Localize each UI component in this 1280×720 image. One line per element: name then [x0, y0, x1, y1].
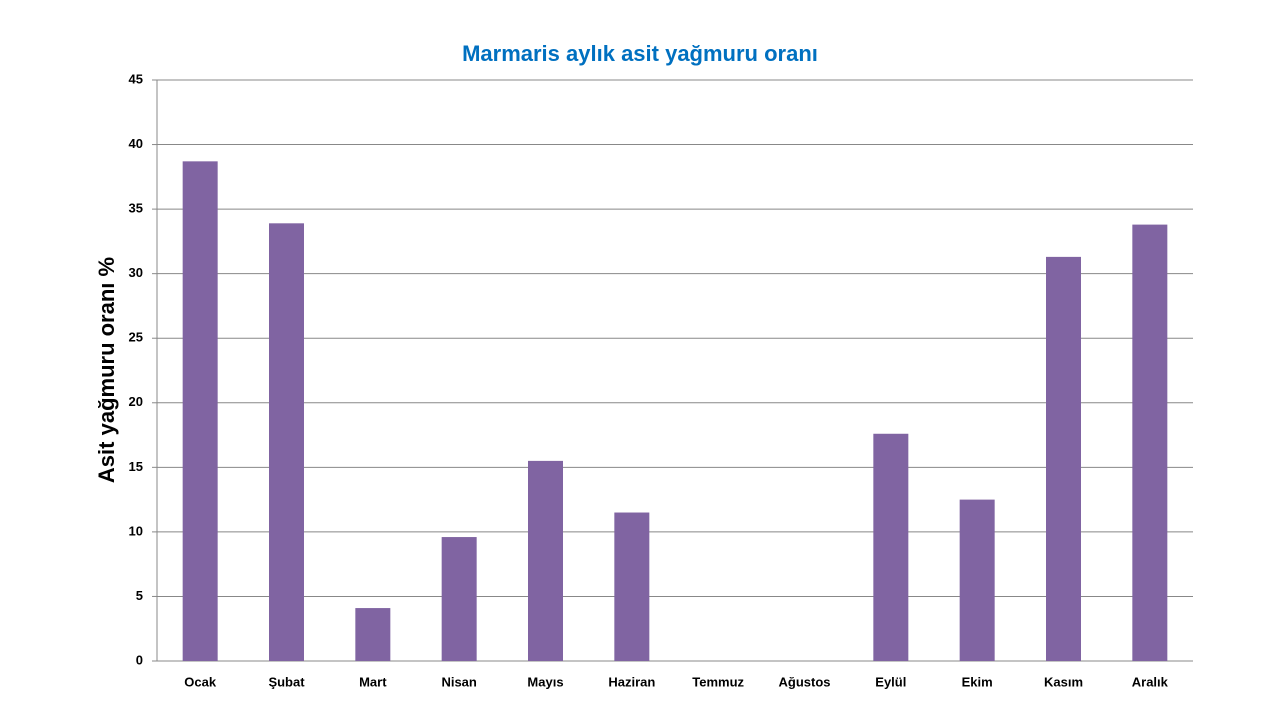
x-tick-label: Nisan	[441, 674, 476, 689]
x-tick-label: Temmuz	[692, 674, 744, 689]
bar	[614, 512, 650, 661]
y-tick-label: 15	[129, 459, 143, 474]
y-tick-label: 0	[136, 652, 143, 667]
x-tick-label: Ekim	[962, 674, 993, 689]
y-axis-label: Asit yağmuru oranı %	[94, 257, 119, 483]
chart-title: Marmaris aylık asit yağmuru oranı	[462, 41, 818, 66]
bar	[873, 433, 909, 661]
x-tick-label: Kasım	[1044, 674, 1083, 689]
bar	[1046, 256, 1081, 661]
bar	[182, 161, 218, 661]
x-tick-label: Haziran	[608, 674, 655, 689]
y-tick-label: 20	[129, 394, 143, 409]
x-tick-label: Aralık	[1132, 674, 1169, 689]
y-tick-label: 25	[129, 330, 143, 345]
bar	[269, 223, 304, 661]
bar	[1132, 224, 1168, 662]
bar	[528, 460, 563, 661]
x-tick-label: Mayıs	[527, 674, 563, 689]
x-tick-label: Eylül	[875, 674, 906, 689]
bar	[441, 537, 477, 661]
y-tick-label: 10	[129, 523, 143, 538]
bar	[959, 499, 995, 661]
x-tick-label: Ağustos	[779, 674, 831, 689]
y-tick-label: 5	[136, 588, 143, 603]
y-tick-label: 45	[129, 71, 143, 86]
x-tick-label: Ocak	[184, 674, 217, 689]
x-tick-label: Mart	[359, 674, 387, 689]
bar	[355, 608, 391, 661]
y-tick-label: 40	[129, 136, 143, 151]
x-tick-label: Şubat	[268, 674, 305, 689]
y-tick-label: 30	[129, 265, 143, 280]
y-tick-label: 35	[129, 201, 143, 216]
